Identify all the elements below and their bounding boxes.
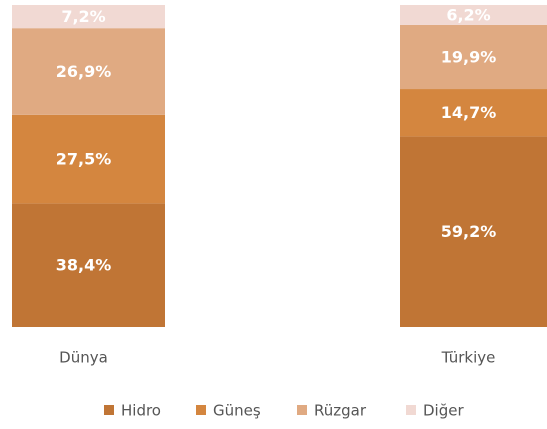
legend-label: Güneş xyxy=(213,402,261,420)
value-label: 6,2% xyxy=(446,5,490,24)
legend-swatch xyxy=(104,405,114,415)
bar-segment xyxy=(400,89,547,137)
bar-segment xyxy=(12,203,165,327)
legend-swatch xyxy=(406,405,416,415)
value-label: 14,7% xyxy=(441,103,497,122)
legend-swatch xyxy=(297,405,307,415)
bar-segment xyxy=(12,5,165,29)
value-label: 27,5% xyxy=(56,150,112,169)
x-tick-label: Türkiye xyxy=(441,349,496,367)
bar-segment xyxy=(400,24,547,90)
bar-segment xyxy=(12,114,165,204)
legend-label: Diğer xyxy=(423,402,464,420)
bar-segment xyxy=(12,28,165,115)
legend-swatch xyxy=(196,405,206,415)
value-label: 38,4% xyxy=(56,256,112,275)
value-label: 19,9% xyxy=(441,48,497,67)
legend-label: Rüzgar xyxy=(314,402,367,420)
legend-label: Hidro xyxy=(121,402,161,420)
x-tick-label: Dünya xyxy=(59,349,108,367)
value-label: 26,9% xyxy=(56,62,112,81)
value-label: 59,2% xyxy=(441,222,497,241)
bar-segment xyxy=(400,5,547,25)
bar-segment xyxy=(400,136,547,327)
value-label: 7,2% xyxy=(61,7,105,26)
